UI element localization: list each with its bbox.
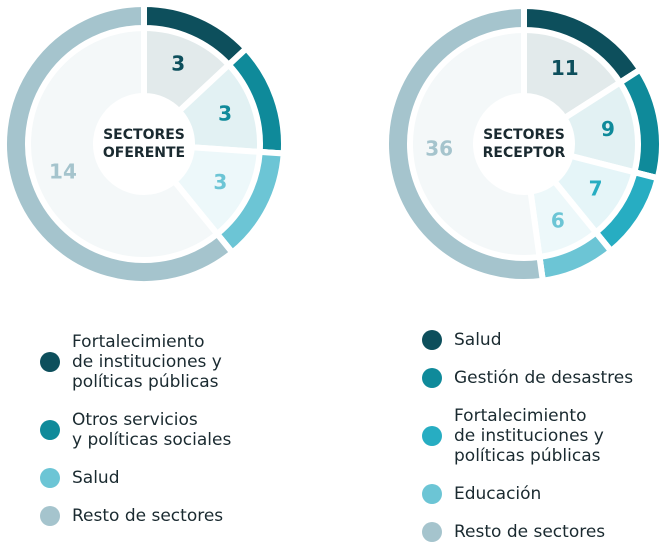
value-label: 7 (589, 176, 603, 200)
center-label: SECTORES RECEPTOR (482, 127, 566, 161)
legend-swatch (422, 484, 442, 504)
value-label: 3 (218, 102, 232, 126)
legend-label: Fortalecimiento de instituciones y polít… (72, 332, 222, 392)
legend-item: Otros servicios y políticas sociales (40, 410, 231, 450)
legend-swatch (422, 368, 442, 388)
legend-swatch (422, 330, 442, 350)
legend-swatch (422, 522, 442, 542)
legend-label: Resto de sectores (72, 506, 224, 526)
legend-item: Fortalecimiento de instituciones y polít… (422, 406, 633, 466)
value-label: 36 (425, 136, 453, 160)
legend-item: Salud (422, 330, 633, 350)
legend-swatch (40, 352, 60, 372)
legend-label: Salud (72, 468, 120, 488)
legend-label: Salud (454, 330, 502, 350)
legend-label: Gestión de desastres (454, 368, 634, 388)
value-label: 9 (601, 117, 615, 141)
legend-item: Gestión de desastres (422, 368, 633, 388)
legend-item: Salud (40, 468, 231, 488)
legend-item: Educación (422, 484, 633, 504)
value-label: 14 (49, 159, 77, 183)
value-label: 11 (551, 56, 579, 80)
legend-swatch (40, 420, 60, 440)
legend: Salud Gestión de desastres Fortalecimiento… (422, 330, 633, 542)
value-label: 3 (213, 170, 227, 194)
legend-swatch (40, 468, 60, 488)
value-label: 3 (171, 52, 185, 76)
legend-label: Fortalecimiento de instituciones y polít… (454, 406, 604, 466)
legend-swatch (422, 426, 442, 446)
wedge-band (1, 0, 237, 287)
center-circle (94, 94, 194, 194)
center-circle (474, 94, 574, 194)
legend-item: Resto de sectores (422, 522, 633, 542)
legend-item: Resto de sectores (40, 506, 231, 526)
center-label: SECTORES OFERENTE (102, 127, 186, 161)
value-label: 6 (551, 208, 565, 232)
legend-item: Fortalecimiento de instituciones y polít… (40, 332, 231, 392)
legend-label: Resto de sectores (454, 522, 606, 542)
legend: Fortalecimiento de instituciones y polít… (40, 332, 231, 526)
legend-label: Educación (454, 484, 542, 504)
legend-swatch (40, 506, 60, 526)
wedge-band (383, 2, 547, 285)
legend-label: Otros servicios y políticas sociales (72, 410, 232, 450)
